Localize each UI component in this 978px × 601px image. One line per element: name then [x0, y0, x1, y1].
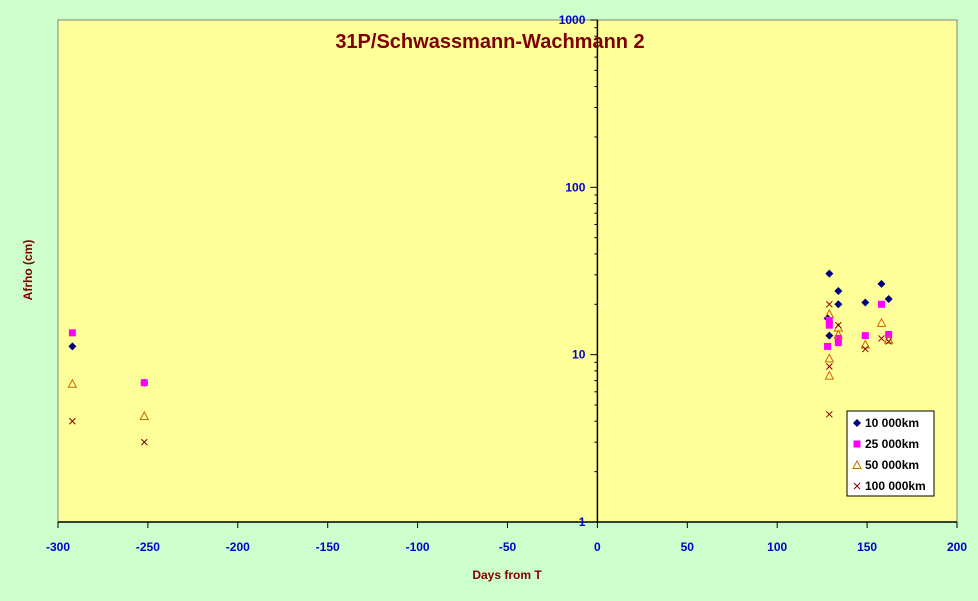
legend-label: 25 000km — [865, 437, 919, 451]
series-0 — [68, 269, 893, 387]
x-tick-label: -300 — [46, 540, 70, 554]
data-point — [878, 335, 885, 342]
data-point — [877, 279, 886, 288]
plot-area — [57, 19, 958, 523]
data-point — [861, 345, 869, 353]
x-tick-label: -150 — [316, 540, 340, 554]
legend-label: 50 000km — [865, 458, 919, 472]
data-point — [860, 339, 871, 349]
x-tick-label: 100 — [767, 540, 787, 554]
data-point — [834, 287, 843, 296]
data-point — [825, 317, 833, 325]
data-point — [885, 338, 893, 345]
data-point — [140, 438, 148, 446]
x-tick-label: -50 — [499, 540, 517, 554]
data-point — [825, 410, 833, 418]
data-point — [884, 295, 893, 304]
legend: 10 000km 25 000km 50 000km 100 000km — [846, 410, 935, 497]
x-tick-label: -250 — [136, 540, 160, 554]
y-tick-label: 10 — [572, 348, 586, 362]
y-tick-label: 1 — [579, 515, 586, 529]
x-axis-title: Days from T — [472, 568, 542, 582]
x-tick-label: 50 — [681, 540, 695, 554]
axes: -300 -250 -200 -150 -100 -50 0 50 100 150 200 1 10 10… — [46, 13, 967, 554]
data-point — [885, 330, 893, 338]
data-point — [825, 331, 834, 340]
x-tick-label: -200 — [226, 540, 250, 554]
x-tick-label: 150 — [857, 540, 877, 554]
data-point — [139, 410, 150, 420]
x-tick-label: -100 — [406, 540, 430, 554]
data-point — [834, 321, 842, 329]
data-point — [824, 370, 835, 380]
data-point — [825, 300, 833, 308]
data-point — [140, 379, 148, 387]
legend-marker — [853, 419, 861, 427]
data-point — [833, 329, 844, 339]
data-point — [68, 329, 76, 337]
data-point — [861, 332, 869, 340]
x-tick-label: 0 — [594, 540, 601, 554]
data-point — [876, 317, 887, 327]
legend-marker — [853, 440, 861, 448]
data-point — [824, 353, 835, 363]
data-point — [824, 308, 835, 318]
data-point — [825, 363, 833, 370]
legend-marker — [852, 459, 862, 469]
data-point — [69, 417, 76, 425]
y-tick-label: 1000 — [559, 13, 586, 27]
series-3 — [69, 300, 893, 446]
x-tick-label: 200 — [947, 540, 967, 554]
y-axis-title: Afrho (cm) — [21, 240, 35, 301]
data-point — [825, 321, 833, 329]
legend-box — [846, 410, 935, 497]
data-point — [824, 342, 832, 350]
y-tick-label: 100 — [565, 180, 585, 194]
data-point — [68, 342, 77, 351]
data-point — [877, 300, 885, 308]
marks — [67, 269, 894, 446]
data-point — [825, 269, 834, 278]
chart-title: 31P/Schwassmann-Wachmann 2 — [335, 31, 644, 53]
data-point — [834, 339, 842, 347]
data-point — [861, 298, 870, 307]
legend-label: 10 000km — [865, 416, 919, 430]
data-point — [834, 300, 843, 309]
legend-label: 100 000km — [865, 479, 926, 493]
data-point — [67, 378, 78, 388]
legend-marker — [853, 482, 861, 490]
